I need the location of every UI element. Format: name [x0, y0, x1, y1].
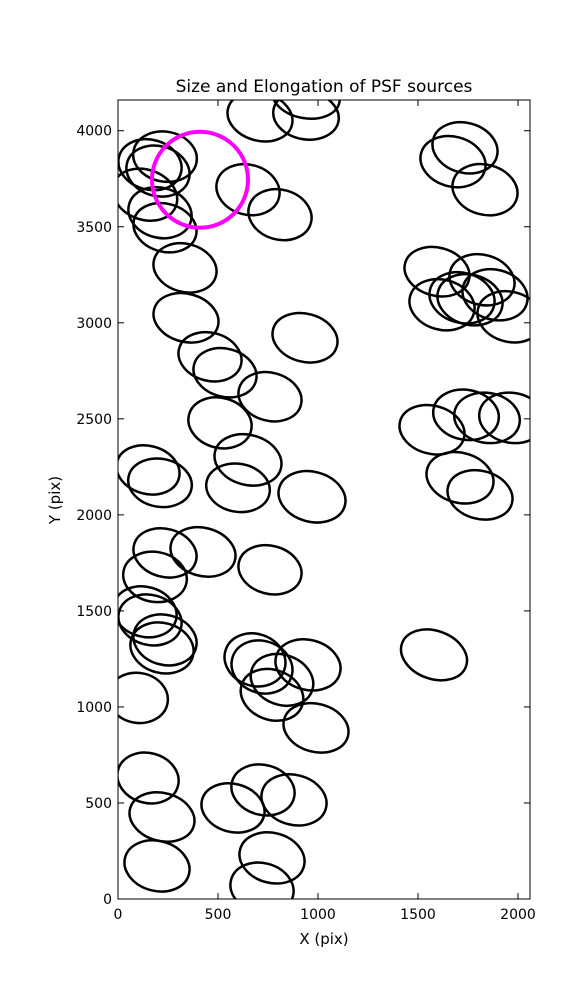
y-axis-label: Y (pix) [46, 476, 64, 525]
psf-ellipse [123, 839, 191, 893]
psf-ellipse [169, 525, 237, 578]
psf-ellipse [126, 457, 194, 509]
psf-ellipse [398, 403, 466, 456]
psf-ellipse [249, 652, 315, 707]
psf-ellipse [436, 272, 504, 327]
psf-ellipse [399, 628, 469, 682]
psf-ellipse [477, 391, 530, 445]
psf-ellipse [271, 100, 341, 141]
psf-ellipse [223, 632, 287, 688]
psf-ellipse [187, 396, 253, 450]
psf-ellipse [431, 388, 501, 442]
psf-ellipse [239, 667, 305, 722]
psf-ellipse [192, 346, 258, 399]
y-tick-label: 3000 [76, 316, 112, 332]
x-tick-label: 1500 [400, 907, 436, 923]
psf-ellipse [451, 162, 519, 217]
y-tick-label: 4000 [76, 124, 112, 140]
x-tick-label: 1000 [300, 907, 336, 923]
psf-ellipse [132, 527, 198, 579]
psf-ellipse [425, 450, 495, 505]
x-tick-label: 0 [114, 907, 123, 923]
psf-ellipse [247, 187, 313, 242]
psf-ellipse [403, 245, 471, 298]
psf-ellipse [213, 433, 283, 487]
y-tick-label: 500 [85, 796, 112, 812]
plot-area [118, 100, 530, 899]
psf-ellipse [152, 241, 218, 294]
psf-ellipse [118, 585, 178, 639]
psf-ellipse [282, 701, 350, 754]
y-tick-label: 2000 [76, 508, 112, 524]
highlight-circle [150, 129, 250, 230]
y-tick-label: 1000 [76, 700, 112, 716]
chart-title: Size and Elongation of PSF sources [176, 77, 473, 97]
psf-ellipse [226, 100, 294, 143]
psf-ellipse [452, 391, 522, 445]
psf-ellipse [260, 773, 328, 827]
x-axis-label: X (pix) [299, 930, 348, 948]
psf-ellipse [238, 831, 306, 885]
psf-ellipse [129, 621, 195, 675]
psf-ellipse [152, 291, 220, 344]
psf-ellipse [271, 100, 341, 120]
psf-ellipse [230, 763, 296, 817]
psf-ellipse [277, 469, 347, 524]
plot-frame [117, 99, 531, 900]
y-tick-label: 0 [103, 892, 112, 908]
psf-ellipse [419, 134, 487, 189]
psf-ellipse [476, 290, 530, 344]
psf-ellipse [446, 468, 514, 521]
x-tick-label: 500 [205, 907, 232, 923]
psf-ellipse [121, 550, 189, 604]
psf-ellipse [271, 311, 339, 364]
y-tick-label: 3500 [76, 220, 112, 236]
psf-ellipse [118, 444, 181, 496]
psf-ellipse [448, 252, 516, 307]
psf-ellipse [237, 543, 303, 596]
psf-ellipse [127, 185, 193, 240]
psf-ellipse [177, 330, 243, 383]
y-tick-label: 1500 [76, 604, 112, 620]
psf-ellipse [215, 162, 281, 217]
psf-ellipse [229, 861, 295, 899]
y-tick-label: 2500 [76, 412, 112, 428]
psf-ellipse [118, 671, 170, 725]
x-tick-label: 2000 [500, 907, 536, 923]
psf-ellipse [461, 267, 529, 322]
psf-ellipse [204, 462, 272, 514]
psf-ellipse [237, 370, 303, 423]
